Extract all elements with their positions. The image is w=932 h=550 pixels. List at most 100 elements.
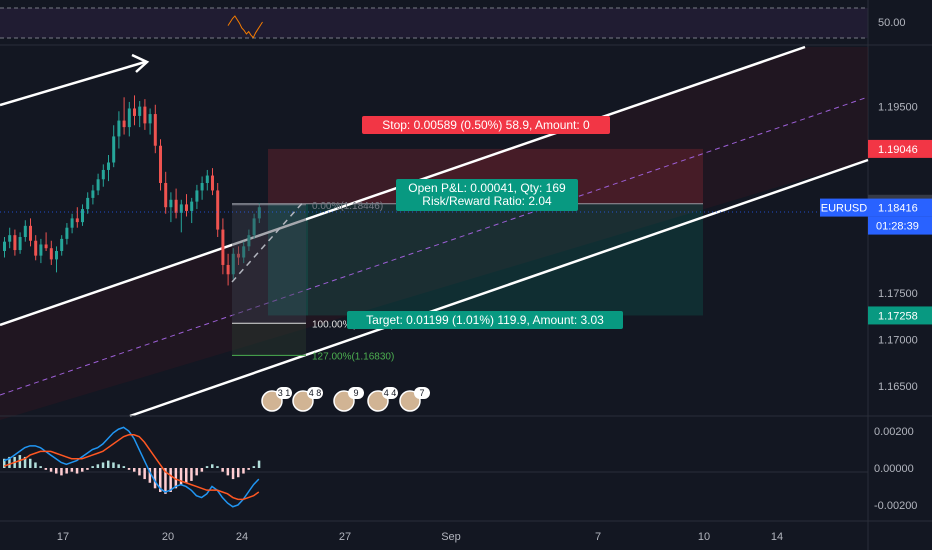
candle-body — [91, 190, 95, 198]
event-count: 4 4 — [384, 388, 397, 398]
macd-histogram-bar — [138, 468, 141, 476]
macd-histogram-bar — [174, 468, 178, 489]
macd-axis-tick: 0.00000 — [874, 463, 914, 475]
macd-histogram-bar — [49, 468, 53, 472]
fib-level-label: 127.00%(1.16830) — [312, 351, 394, 362]
macd-histogram-bar — [44, 468, 48, 470]
time-axis-tick: 7 — [595, 531, 601, 543]
candle-body — [226, 264, 230, 275]
rsi-axis-tick: 50.00 — [878, 17, 906, 29]
candle-body — [39, 244, 43, 256]
macd-histogram-bar — [159, 468, 162, 492]
event-count-pill — [307, 387, 323, 399]
macd-histogram-bar — [112, 462, 115, 468]
candle-body — [221, 229, 225, 265]
candle-body — [242, 246, 246, 258]
candle-body — [75, 218, 79, 223]
candles — [3, 95, 261, 286]
candle-body — [117, 120, 121, 137]
macd-histogram-bar — [55, 468, 58, 474]
macd-histogram-bar — [101, 462, 105, 468]
event-count-pill — [414, 387, 430, 399]
macd-histogram-bar — [247, 468, 250, 470]
candle-body — [86, 197, 90, 210]
candle-body — [13, 235, 17, 251]
macd-histogram-bar — [122, 466, 126, 468]
pnl-label: Open P&L: 0.00041, Qty: 169 — [408, 181, 566, 195]
candle-body — [237, 253, 240, 258]
price-axis[interactable]: 1.19500 1.17500 1.17000 1.16500 1.19046 1.184… — [820, 102, 932, 393]
event-count: 3 1 — [278, 388, 291, 398]
signal-line — [3, 434, 260, 501]
candle-body — [60, 238, 64, 251]
time-axis-tick: 27 — [339, 531, 351, 543]
macd-histogram-bar — [127, 468, 131, 470]
macd-histogram-bar — [205, 466, 209, 468]
candle-body — [81, 209, 84, 223]
macd-histogram-bar — [60, 468, 63, 476]
macd-histogram — [3, 455, 261, 494]
candle-body — [3, 241, 6, 251]
price-tag — [868, 198, 932, 217]
fib-level-label: 0.00%(1.18446) — [312, 201, 383, 212]
candle-body — [159, 145, 162, 183]
macd-axis-tick: 0.00200 — [874, 426, 914, 438]
macd-histogram-bar — [237, 468, 240, 478]
macd-histogram-bar — [257, 460, 261, 468]
macd-histogram-bar — [252, 466, 256, 468]
candle-body — [127, 108, 131, 128]
stop-label-box — [362, 116, 610, 134]
candle-body — [143, 106, 147, 124]
candle-body — [18, 237, 22, 251]
macd-histogram-bar — [65, 468, 68, 474]
macd-histogram-bar — [117, 464, 120, 468]
candle-body — [174, 199, 178, 213]
macd-histogram-bar — [200, 468, 204, 472]
trend-arrow[interactable] — [0, 60, 146, 107]
candle-body — [205, 175, 209, 183]
macd-histogram-bar — [96, 464, 100, 468]
macd-histogram-bar — [148, 468, 152, 483]
candle-body — [164, 182, 168, 208]
event-badges[interactable]: 3 1 4 8 9 4 4 7 — [261, 387, 430, 412]
time-axis-tick: 14 — [771, 531, 783, 543]
macd-histogram-bar — [221, 468, 224, 472]
macd-histogram-bar — [34, 462, 37, 468]
candle-body — [216, 190, 220, 230]
symbol-label: EURUSD — [821, 203, 868, 215]
macd-histogram-bar — [185, 468, 188, 483]
macd-histogram-bar — [216, 466, 219, 468]
candle-body — [190, 201, 194, 211]
target-label-box — [347, 311, 623, 329]
price-tag — [868, 306, 932, 325]
candle-body — [96, 179, 100, 191]
macd-histogram-bar — [231, 468, 235, 480]
macd-histogram-bar — [91, 466, 94, 468]
candle-body — [257, 207, 261, 219]
macd-histogram-bar — [39, 466, 42, 468]
countdown-label: 01:28:39 — [876, 221, 919, 233]
price-panel[interactable]: 0.00%(1.18446)100.00%(1.17174)127.00%(1.… — [0, 45, 869, 420]
macd-histogram-bar — [153, 468, 157, 489]
candle-body — [169, 199, 173, 208]
projection-dashed-line[interactable] — [231, 199, 306, 283]
time-axis[interactable]: 17 20 24 27 Sep 7 10 14 — [57, 531, 783, 543]
candle-body — [101, 169, 105, 180]
event-count: 9 — [353, 388, 358, 398]
price-tag-label: 1.18416 — [878, 203, 918, 215]
macd-axis: 0.00200 0.00000 -0.00200 — [874, 426, 917, 512]
rsi-panel[interactable]: 50.00 — [0, 7, 906, 39]
candle-body — [200, 182, 204, 191]
event-count: 4 8 — [309, 388, 322, 398]
symbol-tag — [820, 198, 868, 217]
macd-panel[interactable]: 0.00200 0.00000 -0.00200 — [0, 426, 917, 512]
event-count-pill — [382, 387, 398, 399]
candle-body — [252, 218, 256, 236]
macd-axis-tick: -0.00200 — [874, 500, 917, 512]
candle-body — [55, 250, 58, 260]
event-count-pill — [348, 387, 364, 399]
fib-zone — [232, 323, 306, 356]
time-axis-tick: 20 — [162, 531, 174, 543]
macd-histogram-bar — [164, 468, 167, 494]
